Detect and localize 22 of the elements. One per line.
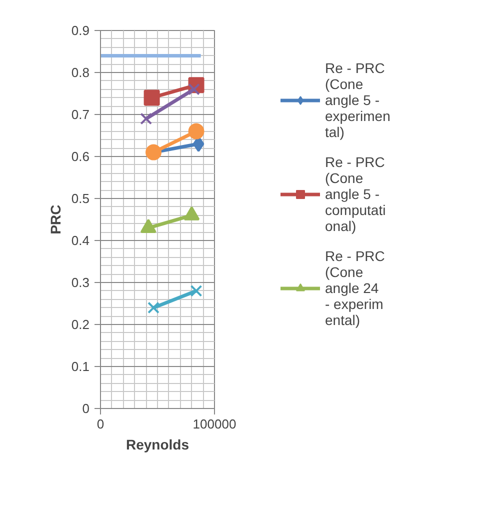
y-axis-title: PRC	[47, 204, 64, 234]
point	[140, 112, 152, 125]
y-tick-label: 0.5	[71, 191, 90, 206]
y-tick-label: 0.6	[71, 149, 90, 164]
y-tick-label: 0.8	[71, 65, 90, 80]
legend-label: Re - PRC (Cone angle 5 - computational)	[325, 154, 386, 234]
point	[148, 302, 160, 314]
y-tick-label: 0.2	[71, 317, 90, 332]
x-axis-title: Reynolds	[126, 436, 190, 452]
y-tick-label: 0.1	[71, 359, 90, 374]
legend-label: Re - PRC (Cone angle 5 - experimental)	[325, 60, 390, 140]
point	[146, 144, 162, 160]
point	[144, 90, 160, 106]
y-tick-label: 0.7	[71, 107, 90, 122]
y-tick-label: 0.9	[71, 23, 90, 38]
y-tick-label: 0.3	[71, 275, 90, 290]
y-tick-label: 0.4	[71, 233, 90, 248]
point	[190, 284, 202, 297]
y-tick-label: 0	[82, 401, 90, 416]
point	[188, 123, 204, 140]
legend-label: Re - PRC (Cone angle 24 - experimental)	[325, 248, 385, 328]
x-tick-label: 100000	[192, 416, 236, 432]
